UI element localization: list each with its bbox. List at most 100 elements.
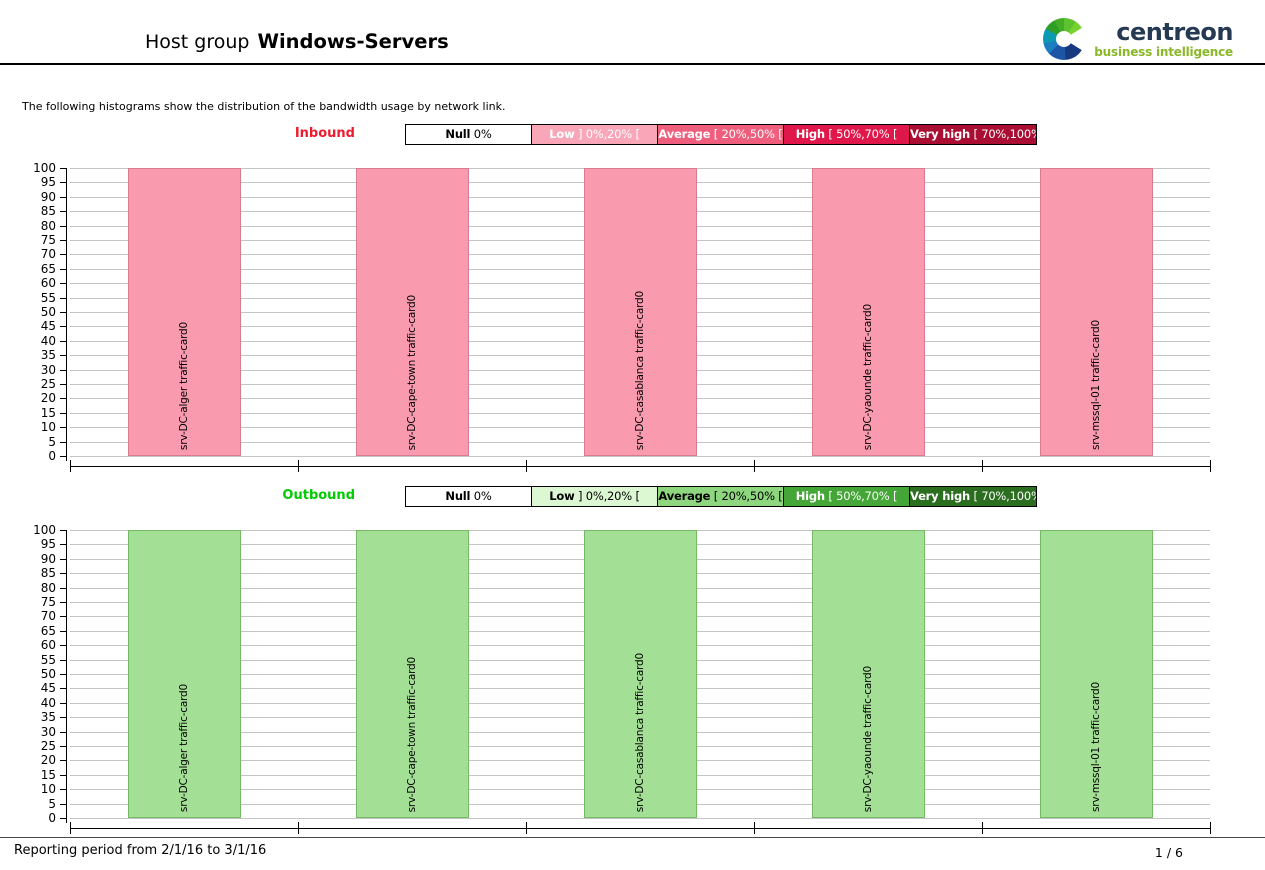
y-axis-tick bbox=[60, 340, 66, 342]
legend-item-range: ] 0%,20% [ bbox=[574, 489, 640, 503]
y-tick-label: 10 bbox=[40, 420, 56, 435]
y-tick-label: 55 bbox=[40, 290, 56, 305]
legend-item-label: Average bbox=[658, 127, 711, 141]
legend-item-very-high: Very high [ 70%,100% ] bbox=[910, 487, 1036, 506]
y-tick-label: 25 bbox=[40, 739, 56, 753]
y-axis-tick bbox=[60, 746, 66, 747]
inbound-chart: Inbound Null 0% Low ] 0%,20% [Average [ 20… bbox=[0, 118, 1265, 478]
x-axis-tick bbox=[70, 822, 71, 834]
y-axis-tick bbox=[60, 717, 66, 719]
y-axis-tick bbox=[60, 818, 66, 819]
bar-srv-DC-cape-town-traffic-card0 bbox=[355, 168, 469, 456]
y-tick-label: 15 bbox=[40, 405, 56, 420]
reporting-period: Reporting period from 2/1/16 to 3/1/16 bbox=[14, 843, 267, 858]
legend-item-label: Average bbox=[658, 489, 711, 503]
x-axis-tick bbox=[754, 822, 755, 834]
title-hostgroup: Windows-Servers bbox=[257, 30, 449, 53]
logo-tagline: business intelligence bbox=[1094, 45, 1233, 59]
y-tick-label: 30 bbox=[40, 724, 56, 739]
y-axis-tick bbox=[60, 384, 66, 385]
y-tick-label: 85 bbox=[40, 566, 56, 581]
legend-item-range: ] 0%,20% [ bbox=[574, 127, 640, 141]
y-axis-tick bbox=[60, 398, 66, 400]
y-axis-tick bbox=[60, 182, 66, 184]
bar-label: srv-DC-cape-town traffic-card0 bbox=[406, 656, 418, 812]
y-axis-tick bbox=[60, 544, 66, 546]
y-axis-tick bbox=[60, 587, 66, 589]
legend-item-label: Low bbox=[549, 489, 575, 503]
y-axis-tick bbox=[60, 427, 66, 429]
x-axis-tick bbox=[298, 460, 299, 472]
legend-item-high: High [ 50%,70% [ bbox=[784, 487, 910, 506]
x-axis bbox=[70, 466, 1211, 467]
bar-label: srv-mssql-01 traffic-card0 bbox=[1090, 320, 1102, 450]
legend-item-low: Low ] 0%,20% [ bbox=[532, 487, 658, 506]
y-axis-tick bbox=[60, 254, 66, 256]
y-axis-tick bbox=[60, 573, 66, 575]
y-tick-label: 80 bbox=[40, 580, 56, 595]
bar-srv-DC-yaounde-traffic-card0 bbox=[811, 168, 925, 456]
y-axis-tick bbox=[60, 731, 66, 733]
bar-label: srv-DC-yaounde traffic-card0 bbox=[862, 303, 874, 450]
header-divider bbox=[0, 63, 1265, 65]
bar-label-box: srv-DC-yaounde traffic-card0 bbox=[858, 168, 878, 450]
bar-label-box: srv-DC-alger traffic-card0 bbox=[174, 530, 194, 812]
y-axis-tick bbox=[60, 702, 66, 704]
y-tick-label: 30 bbox=[40, 362, 56, 377]
y-axis-tick bbox=[60, 789, 66, 791]
y-axis-tick bbox=[60, 168, 66, 169]
y-tick-label: 70 bbox=[40, 247, 56, 262]
y-axis-tick bbox=[60, 196, 66, 198]
bar-srv-mssql-01-traffic-card0 bbox=[1039, 168, 1153, 456]
page-number: 1 / 6 bbox=[1154, 845, 1183, 860]
x-axis-tick bbox=[298, 822, 299, 834]
x-axis bbox=[70, 828, 1211, 829]
y-axis-tick bbox=[60, 630, 66, 632]
bar-label-box: srv-mssql-01 traffic-card0 bbox=[1086, 530, 1106, 812]
bar-label: srv-DC-yaounde traffic-card0 bbox=[862, 665, 874, 812]
bar-srv-mssql-01-traffic-card0 bbox=[1039, 530, 1153, 818]
centreon-logo: centreon business intelligence bbox=[1043, 18, 1233, 60]
x-axis-tick bbox=[982, 460, 983, 472]
y-tick-label: 0 bbox=[48, 811, 56, 825]
y-tick-label: 40 bbox=[40, 695, 56, 710]
y-tick-label: 75 bbox=[40, 233, 56, 247]
legend-item-label: High bbox=[795, 127, 825, 141]
y-tick-label: 5 bbox=[48, 434, 56, 449]
y-tick-label: 65 bbox=[40, 623, 56, 638]
x-axis-tick bbox=[754, 460, 755, 472]
y-tick-label: 25 bbox=[40, 377, 56, 391]
legend-item-label: High bbox=[795, 489, 825, 503]
y-tick-label: 90 bbox=[40, 551, 56, 566]
legend-item-null: Null 0% bbox=[406, 487, 532, 506]
outbound-legend: Null 0% Low ] 0%,20% [Average [ 20%,50% [… bbox=[405, 486, 1037, 507]
y-axis-tick bbox=[60, 602, 66, 603]
bar-srv-DC-alger-traffic-card0 bbox=[127, 168, 241, 456]
bar-label: srv-DC-casablanca traffic-card0 bbox=[634, 652, 646, 812]
legend-item-label: Null bbox=[445, 127, 471, 141]
y-axis-tick bbox=[60, 297, 66, 299]
y-axis-tick bbox=[60, 456, 66, 457]
y-axis-tick bbox=[60, 645, 66, 647]
y-tick-label: 80 bbox=[40, 218, 56, 233]
y-axis-tick bbox=[60, 268, 66, 270]
y-tick-label: 50 bbox=[40, 305, 56, 319]
bar-label-box: srv-DC-casablanca traffic-card0 bbox=[630, 168, 650, 450]
y-tick-label: 90 bbox=[40, 189, 56, 204]
y-axis-tick bbox=[60, 688, 66, 690]
legend-item-range: [ 20%,50% [ bbox=[710, 127, 783, 141]
bar-srv-DC-cape-town-traffic-card0 bbox=[355, 530, 469, 818]
legend-item-range: [ 20%,50% [ bbox=[710, 489, 783, 503]
y-tick-label: 35 bbox=[40, 348, 56, 363]
y-axis-tick bbox=[60, 774, 66, 776]
y-axis-tick bbox=[60, 283, 66, 285]
bar-label-box: srv-DC-cape-town traffic-card0 bbox=[402, 168, 422, 450]
bar-label-box: srv-DC-casablanca traffic-card0 bbox=[630, 530, 650, 812]
y-axis-tick bbox=[60, 616, 66, 618]
inbound-chart-title: Inbound bbox=[294, 126, 355, 141]
y-tick-label: 15 bbox=[40, 767, 56, 782]
y-tick-label: 60 bbox=[40, 276, 56, 291]
title-prefix: Host group bbox=[145, 31, 250, 53]
bar-label-box: srv-mssql-01 traffic-card0 bbox=[1086, 168, 1106, 450]
